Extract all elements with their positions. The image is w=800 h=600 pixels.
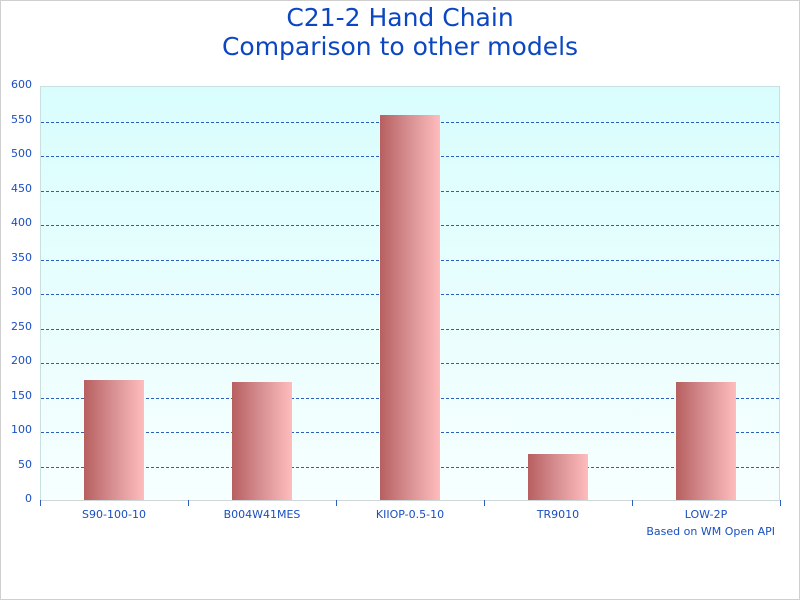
y-tick-label: 150 [11, 388, 32, 402]
x-axis-line [40, 500, 780, 501]
y-tick-label: 400 [11, 216, 32, 229]
x-tick-label: B004W41MES [223, 508, 301, 521]
x-tick-mark [780, 500, 781, 506]
x-tick-label: KIIOP-0.5-10 [375, 508, 445, 521]
credit-note: Based on WM Open API [646, 525, 775, 538]
y-tick-label: 300 [11, 285, 32, 298]
chart-title-line2: Comparison to other models [221, 32, 579, 61]
bar [232, 382, 292, 500]
bar [676, 382, 736, 500]
x-tick-label: TR9010 [536, 508, 580, 521]
y-tick-label: 200 [11, 354, 32, 367]
y-tick-label: 350 [11, 250, 32, 264]
x-tick-mark [336, 500, 337, 506]
y-tick-label: 0 [25, 492, 32, 505]
x-tick-label: S90-100-10 [82, 508, 146, 521]
bar [380, 114, 440, 500]
bar [84, 379, 144, 500]
x-tick-mark [40, 500, 41, 506]
chart-title: C21-2 Hand Chain Comparison to other mod… [0, 3, 800, 61]
bar [528, 453, 588, 500]
x-tick-mark [188, 500, 189, 506]
chart-title-line1: C21-2 Hand Chain [286, 3, 514, 32]
y-tick-label: 50 [18, 457, 32, 471]
y-tick-label: 500 [11, 147, 32, 160]
y-tick-label: 100 [11, 423, 32, 436]
x-tick-mark [632, 500, 633, 506]
x-tick-mark [484, 500, 485, 506]
y-tick-label: 450 [11, 181, 32, 195]
x-tick-label: LOW-2P [684, 508, 728, 521]
y-tick-label: 600 [11, 78, 32, 91]
y-tick-label: 550 [11, 112, 32, 126]
y-tick-label: 250 [11, 319, 32, 333]
